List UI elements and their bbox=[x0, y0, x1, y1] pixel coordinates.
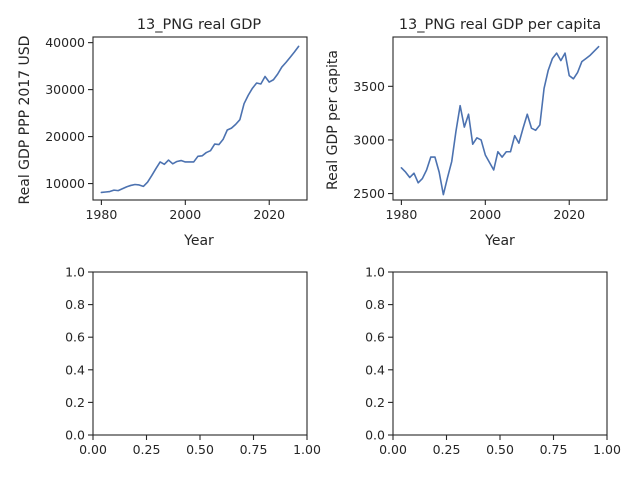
chart-3-frame bbox=[92, 271, 308, 436]
chart-3-ytick-label: 0.2 bbox=[65, 395, 85, 410]
chart-3-ticks: 0.00 0.25 0.50 0.75 1.00 0.0 0.2 0.4 0.6 0.8 1.0 bbox=[65, 265, 321, 458]
chart-3-xtick-label: 0.25 bbox=[133, 442, 161, 457]
chart-3-xtick-label: 0.00 bbox=[79, 442, 107, 457]
chart-1-ylabel: Real GDP PPP 2017 USD bbox=[17, 36, 33, 205]
chart-2-ticks: 1980 2000 2020 2500 3000 3500 bbox=[353, 79, 585, 222]
chart-1-ytick-label: 10000 bbox=[45, 176, 85, 191]
chart-2-xtick-label: 2020 bbox=[553, 207, 585, 222]
chart-1-frame bbox=[92, 36, 308, 201]
chart-1-ytick-label: 40000 bbox=[45, 35, 85, 50]
chart-2-ytick-label: 3500 bbox=[353, 79, 385, 94]
chart-3-xtick-label: 0.50 bbox=[186, 442, 214, 457]
chart-4-frame bbox=[392, 271, 608, 436]
chart-2-series-line bbox=[400, 45, 600, 196]
chart-2-ytick-label: 3000 bbox=[353, 132, 385, 147]
chart-1-title: 13_PNG real GDP bbox=[137, 17, 262, 33]
chart-3-ytick-label: 1.0 bbox=[65, 265, 85, 280]
chart-1-xtick-label: 2020 bbox=[253, 207, 285, 222]
chart-2-xtick-label: 1980 bbox=[385, 207, 417, 222]
chart-4-ytick-label: 1.0 bbox=[365, 265, 385, 280]
chart-1-plot-area bbox=[100, 45, 300, 194]
chart-4-xtick-label: 0.00 bbox=[379, 442, 407, 457]
chart-3-ytick-label: 0.4 bbox=[65, 362, 85, 377]
chart-2-xlabel: Year bbox=[484, 233, 515, 249]
chart-1-ytick-label: 20000 bbox=[45, 129, 85, 144]
chart-2-plot-area bbox=[400, 45, 600, 196]
chart-1-series-line bbox=[100, 45, 300, 194]
chart-1-xlabel: Year bbox=[183, 233, 214, 249]
chart-2-title: 13_PNG real GDP per capita bbox=[399, 17, 601, 33]
chart-1-xtick-label: 2000 bbox=[169, 207, 201, 222]
chart-4-xtick-label: 0.75 bbox=[540, 442, 568, 457]
chart-4-ytick-label: 0.0 bbox=[365, 428, 385, 443]
chart-4-xtick-label: 0.50 bbox=[486, 442, 514, 457]
chart-4-ytick-label: 0.6 bbox=[365, 330, 385, 345]
chart-4-ytick-label: 0.8 bbox=[365, 297, 385, 312]
chart-4-ytick-label: 0.2 bbox=[365, 395, 385, 410]
chart-2-ytick-label: 2500 bbox=[353, 186, 385, 201]
chart-3-ytick-label: 0.0 bbox=[65, 428, 85, 443]
chart-1-ticks: 1980 2000 2020 10000 20000 30000 40000 bbox=[45, 35, 285, 222]
chart-1-xtick-label: 1980 bbox=[85, 207, 117, 222]
chart-4-xtick-label: 1.00 bbox=[593, 442, 621, 457]
chart-3-ytick-label: 0.6 bbox=[65, 330, 85, 345]
chart-panel-1: 13_PNG real GDP Year Real GDP PPP 2017 U… bbox=[17, 17, 308, 249]
chart-3-xtick-label: 0.75 bbox=[240, 442, 268, 457]
chart-2-ylabel: Real GDP per capita bbox=[325, 50, 341, 190]
chart-panel-2: 13_PNG real GDP per capita Year Real GDP… bbox=[325, 17, 608, 249]
chart-2-xtick-label: 2000 bbox=[469, 207, 501, 222]
chart-4-xtick-label: 0.25 bbox=[433, 442, 461, 457]
chart-panel-3: 0.00 0.25 0.50 0.75 1.00 0.0 0.2 0.4 0.6 0.8 1.0 bbox=[65, 265, 321, 458]
chart-4-ticks: 0.00 0.25 0.50 0.75 1.00 0.0 0.2 0.4 0.6 0.8 1.0 bbox=[365, 265, 621, 458]
chart-1-ytick-label: 30000 bbox=[45, 82, 85, 97]
chart-panel-4: 0.00 0.25 0.50 0.75 1.00 0.0 0.2 0.4 0.6 0.8 1.0 bbox=[365, 265, 621, 458]
chart-3-xtick-label: 1.00 bbox=[293, 442, 321, 457]
chart-2-frame bbox=[392, 36, 608, 201]
chart-4-ytick-label: 0.4 bbox=[365, 362, 385, 377]
chart-3-ytick-label: 0.8 bbox=[65, 297, 85, 312]
